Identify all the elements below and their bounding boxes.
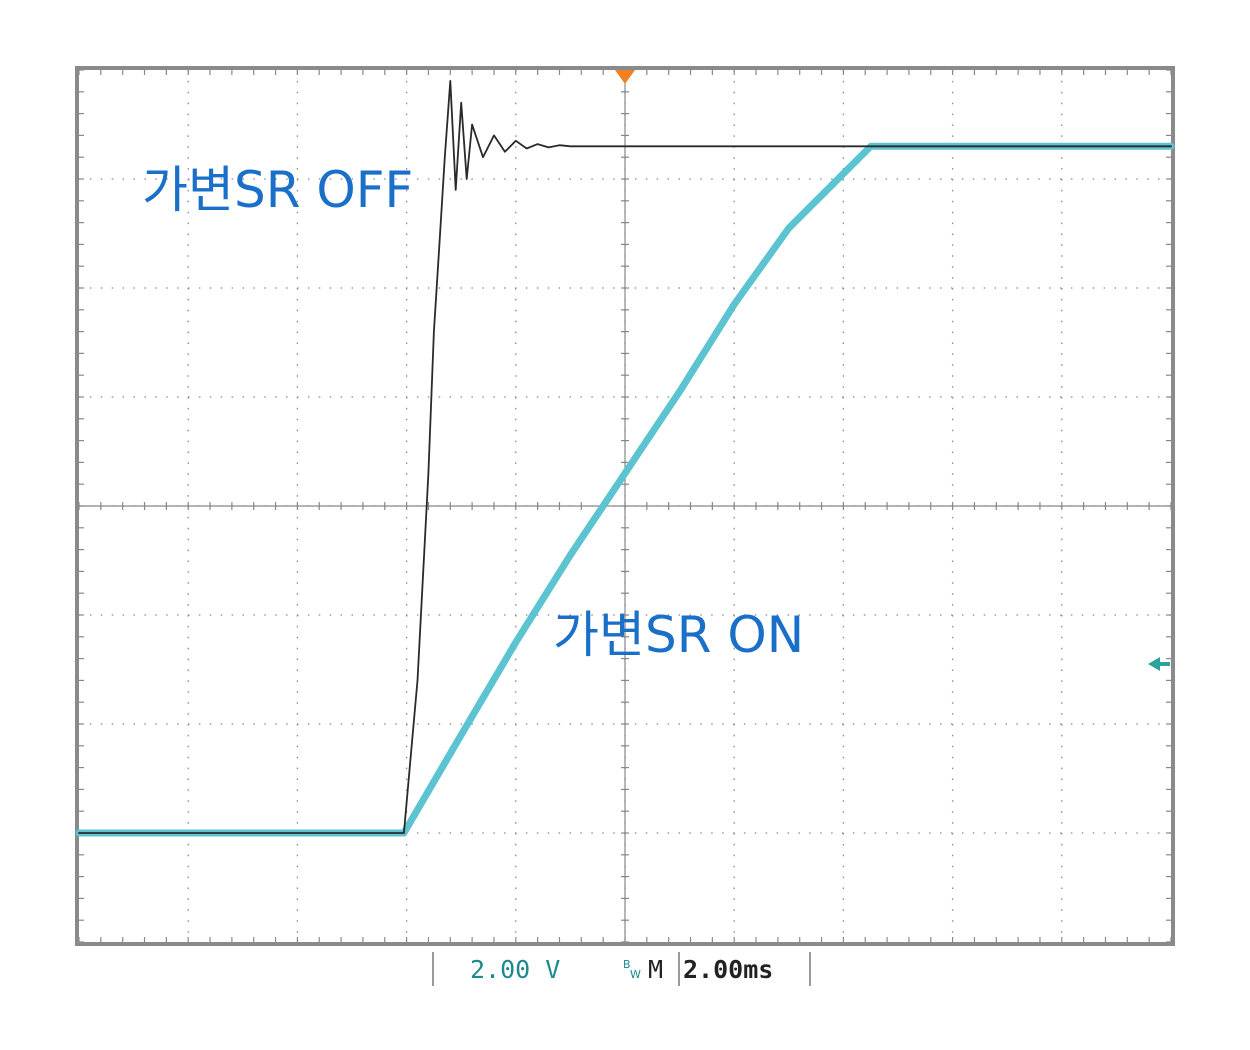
waveform-traces	[75, 80, 1175, 837]
svg-text:B: B	[623, 958, 631, 971]
svg-text:W: W	[630, 968, 641, 981]
annotation-sr-off: 가변SR OFF	[142, 161, 413, 219]
trace-sr-on	[75, 142, 1175, 837]
bandwidth-limit-icon: B W	[623, 958, 641, 981]
status-bar: 2.00 V B W M 2.00ms	[432, 952, 811, 986]
trigger-position-icon	[615, 70, 635, 84]
trace-sr-off	[78, 80, 1172, 834]
timebase-readout: 2.00ms	[683, 955, 773, 984]
annotation-sr-on: 가변SR ON	[553, 606, 804, 664]
graticule	[78, 69, 1172, 943]
ground-level-icon	[1148, 657, 1170, 671]
channel-scale-readout: 2.00 V	[470, 955, 560, 984]
timebase-label: M	[648, 955, 663, 984]
